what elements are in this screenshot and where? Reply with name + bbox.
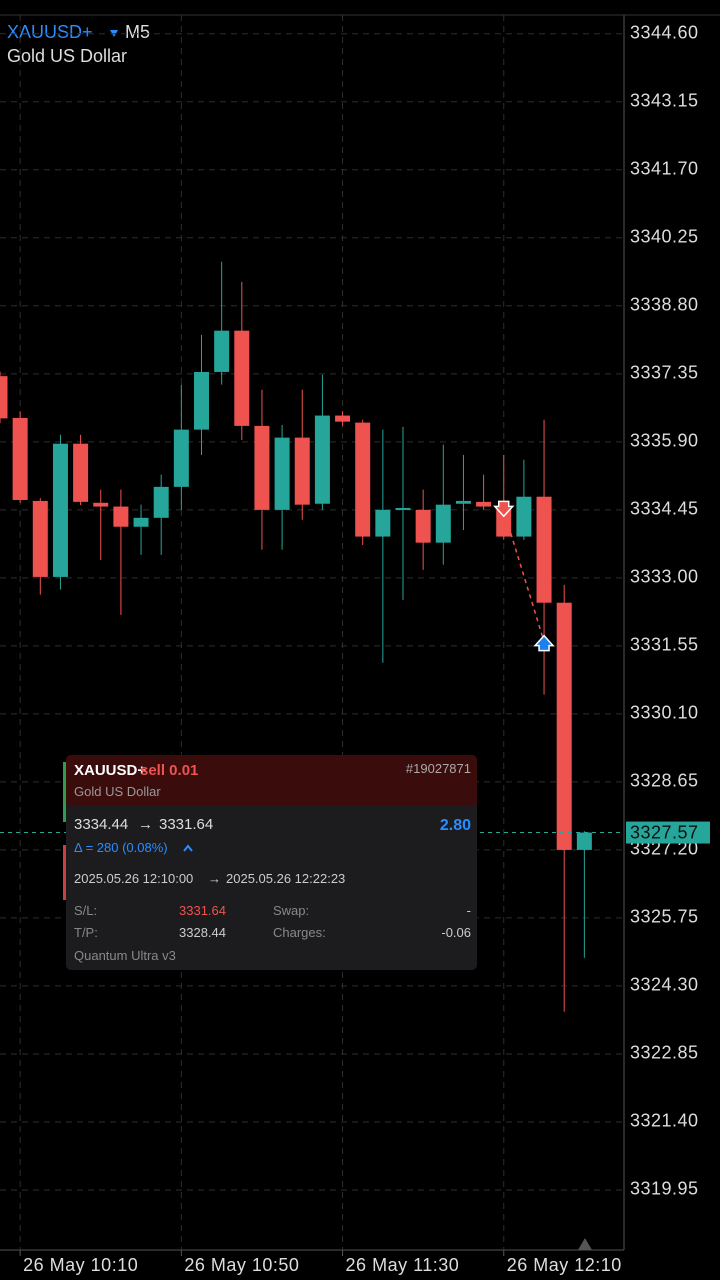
candle-body bbox=[335, 415, 351, 422]
swap-value: - bbox=[466, 903, 471, 918]
y-tick-label: 3322.85 bbox=[630, 1043, 699, 1063]
y-tick-label: 3321.40 bbox=[630, 1111, 699, 1131]
ticket: #19027871 bbox=[405, 761, 471, 776]
y-tick-label: 3343.15 bbox=[630, 91, 699, 111]
y-tick-label: 3337.35 bbox=[630, 363, 699, 383]
edge-marker bbox=[63, 762, 66, 822]
candle-body bbox=[254, 425, 270, 510]
candle-body bbox=[0, 376, 8, 419]
candle-body bbox=[52, 443, 68, 577]
y-tick-label: 3334.45 bbox=[630, 499, 699, 519]
y-tick-label: 3330.10 bbox=[630, 703, 699, 723]
expand-icon[interactable] bbox=[183, 844, 193, 852]
candle-body bbox=[32, 500, 48, 577]
trade-line bbox=[503, 510, 545, 642]
candle-body bbox=[435, 504, 451, 543]
candle-body bbox=[516, 496, 532, 537]
candle-body bbox=[294, 437, 310, 505]
last-price-box bbox=[626, 821, 710, 844]
candle-body bbox=[113, 506, 129, 527]
trade-description: Gold US Dollar bbox=[74, 784, 161, 799]
delta[interactable]: Δ = 280 (0.08%) bbox=[74, 840, 168, 855]
candle-body bbox=[375, 509, 391, 537]
sl-label: S/L: bbox=[74, 903, 98, 918]
candle-body bbox=[133, 517, 149, 527]
candle-body bbox=[234, 330, 250, 426]
charges-label: Charges: bbox=[273, 925, 326, 940]
candle-body bbox=[556, 602, 572, 850]
candle-body bbox=[73, 443, 89, 502]
x-tick-label: 26 May 12:10 bbox=[507, 1255, 622, 1275]
y-tick-label: 3331.55 bbox=[630, 635, 699, 655]
candle-body bbox=[12, 417, 28, 500]
y-tick-label: 3341.70 bbox=[630, 159, 699, 179]
y-tick-label: 3325.75 bbox=[630, 907, 699, 927]
open-price: 3334.44 bbox=[74, 816, 129, 833]
profit: 2.80 bbox=[439, 817, 471, 834]
candle-body bbox=[576, 832, 592, 850]
x-tick-label: 26 May 10:10 bbox=[23, 1255, 138, 1275]
symbol[interactable]: XAUUSD+ bbox=[7, 22, 93, 42]
charges-value: -0.06 bbox=[441, 925, 471, 940]
y-tick-label: 3338.80 bbox=[630, 295, 699, 315]
y-tick-label: 3324.30 bbox=[630, 975, 699, 995]
expert-name: Quantum Ultra v3 bbox=[74, 948, 176, 963]
candle-body bbox=[173, 429, 189, 487]
trade-popup[interactable]: XAUUSD+ sell 0.01 #19027871 Gold US Doll… bbox=[66, 755, 477, 970]
y-tick-label: 3327.20 bbox=[630, 839, 699, 859]
edge-marker bbox=[63, 845, 66, 900]
y-tick-label: 3335.90 bbox=[630, 431, 699, 451]
candle-body bbox=[194, 371, 209, 430]
y-tick-label: 3328.65 bbox=[630, 771, 699, 791]
candle-body bbox=[455, 500, 471, 504]
sl-value: 3331.64 bbox=[179, 903, 226, 918]
candle-body bbox=[214, 330, 230, 372]
tp-value: 3328.44 bbox=[179, 925, 226, 940]
candle-body bbox=[314, 415, 330, 504]
y-tick-label: 3344.60 bbox=[630, 23, 699, 43]
x-tick-label: 26 May 11:30 bbox=[346, 1255, 460, 1275]
time-marker bbox=[578, 1238, 592, 1250]
y-tick-label: 3333.00 bbox=[630, 567, 699, 587]
candle-body bbox=[536, 496, 552, 603]
tp-label: T/P: bbox=[74, 925, 98, 940]
candle-body bbox=[93, 502, 109, 507]
y-tick-label: 3319.95 bbox=[630, 1179, 699, 1199]
timeframe[interactable]: M5 bbox=[125, 22, 150, 42]
candle-body bbox=[274, 437, 290, 510]
candle-body bbox=[415, 509, 431, 543]
candle-body bbox=[355, 422, 371, 537]
candle-body bbox=[395, 507, 411, 510]
popup-header bbox=[66, 755, 477, 806]
candle-body bbox=[496, 509, 512, 537]
candle-body bbox=[476, 501, 492, 507]
candle-body bbox=[153, 486, 169, 518]
subtitle: Gold US Dollar bbox=[7, 46, 127, 66]
arrow: → bbox=[208, 871, 221, 886]
swap-label: Swap: bbox=[273, 903, 310, 918]
buy-arrow bbox=[533, 634, 555, 652]
arrow: → bbox=[138, 816, 153, 833]
trade-symbol: XAUUSD+ bbox=[74, 762, 147, 779]
open-time: 2025.05.26 12:10:00 bbox=[74, 871, 194, 886]
last-price-label: 3327.57 bbox=[630, 822, 699, 842]
x-tick-label: 26 May 10:50 bbox=[184, 1255, 299, 1275]
y-tick-label: 3340.25 bbox=[630, 227, 699, 247]
trade-side: sell 0.01 bbox=[140, 762, 199, 779]
close-time: 2025.05.26 12:22:23 bbox=[226, 871, 346, 886]
close-price: 3331.64 bbox=[159, 816, 214, 833]
sell-arrow bbox=[493, 500, 515, 518]
